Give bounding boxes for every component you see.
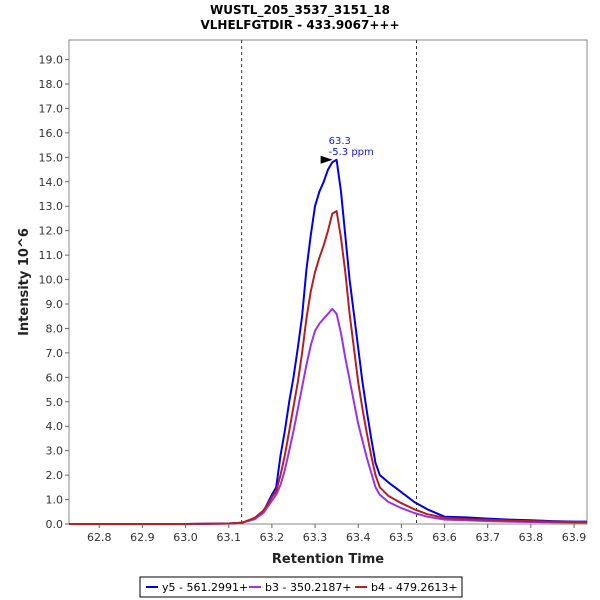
y-tick-label: 5.0 (46, 396, 64, 409)
series-line (69, 307, 588, 525)
x-axis-label: Retention Time (272, 552, 384, 567)
y-tick-label: 8.0 (46, 322, 64, 335)
y-tick-label: 2.0 (46, 469, 64, 482)
x-axis: 62.8 62.9 63.0 63.1 63.2 63.3 63.4 63.5 63.6 63.7… (87, 524, 586, 544)
x-tick-label: 63.5 (389, 531, 414, 544)
y-tick-label: 3.0 (46, 445, 64, 458)
x-tick-label: 63.0 (173, 531, 198, 544)
y-tick-label: 1.0 (46, 494, 64, 507)
y-tick-label: 19.0 (39, 54, 64, 67)
x-tick-label: 63.8 (519, 531, 544, 544)
x-tick-label: 63.9 (562, 531, 587, 544)
y-tick-label: 9.0 (46, 298, 64, 311)
series-line (69, 210, 587, 525)
series-lines (69, 158, 588, 525)
y-axis: 0.0 1.0 2.0 3.0 4.0 5.0 6.0 7.0 8.0 9.0 10.0 11.0 12… (39, 54, 69, 531)
y-tick-label: 4.0 (46, 420, 64, 433)
y-tick-label: 17.0 (39, 102, 64, 115)
x-tick-label: 62.9 (130, 531, 155, 544)
integration-boundaries (241, 40, 417, 524)
x-tick-label: 63.6 (432, 531, 457, 544)
y-tick-label: 14.0 (39, 176, 64, 189)
legend-box (139, 576, 463, 598)
legend-label: b3 - 350.2187+ (265, 581, 352, 594)
x-tick-label: 63.3 (303, 531, 328, 544)
y-tick-label: 18.0 (39, 78, 64, 91)
x-tick-label: 63.2 (260, 531, 285, 544)
peak-annotation: 63.3 -5.3 ppm (320, 136, 374, 164)
chart-title: WUSTL_205_3537_3151_18 (210, 3, 390, 18)
y-tick-label: 12.0 (39, 225, 64, 238)
peak-annotation-time: 63.3 (329, 136, 351, 147)
y-tick-label: 13.0 (39, 200, 64, 213)
y-tick-label: 15.0 (39, 151, 64, 164)
y-tick-label: 6.0 (46, 371, 64, 384)
peak-arrow-marker (320, 155, 333, 164)
legend-label: b4 - 479.2613+ (371, 581, 458, 594)
y-tick-label: 16.0 (39, 127, 64, 140)
x-tick-label: 63.4 (346, 531, 371, 544)
y-axis-label: Intensity 10^6 (17, 228, 32, 336)
peak-annotation-ppm: -5.3 ppm (329, 147, 374, 158)
legend-label: y5 - 561.2991+ (162, 581, 248, 594)
y-tick-label: 10.0 (39, 274, 64, 287)
x-tick-label: 62.8 (87, 531, 112, 544)
y-tick-label: 0.0 (46, 518, 64, 531)
y-tick-label: 11.0 (39, 249, 64, 262)
y-tick-label: 7.0 (46, 347, 64, 360)
x-tick-label: 63.1 (216, 531, 241, 544)
chart-subtitle: VLHELFGTDIR - 433.9067+++ (200, 18, 399, 32)
x-tick-label: 63.7 (475, 531, 500, 544)
legend: y5 - 561.2991+ b3 - 350.2187+ b4 - 479.261… (139, 576, 463, 598)
plot-area (68, 39, 588, 525)
